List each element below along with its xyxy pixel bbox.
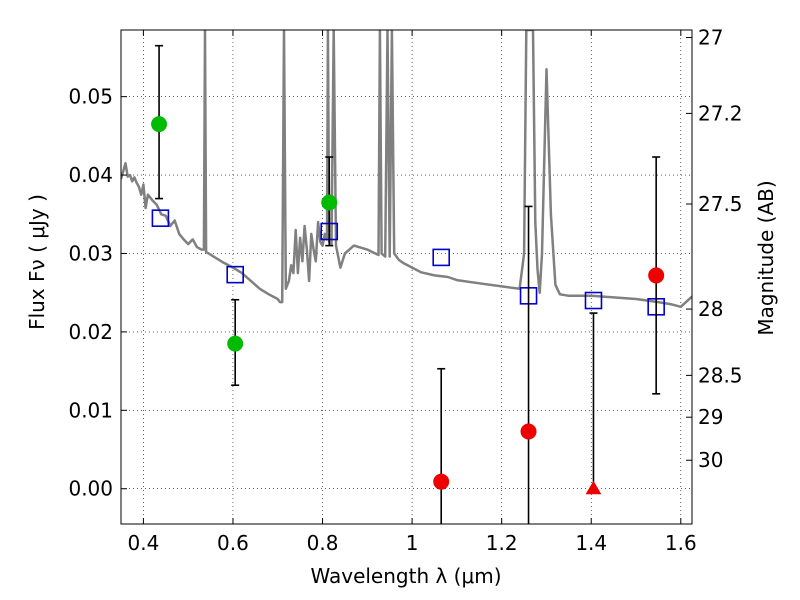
- mag-tick-label: 27: [698, 25, 723, 49]
- model-point: [151, 209, 170, 227]
- right-axis-label: Magnitude (AB): [754, 180, 778, 335]
- x-tick-label: 1.6: [665, 531, 697, 555]
- y-tick-label: 0.01: [68, 398, 113, 422]
- observed-point: [648, 267, 665, 284]
- y-tick-label: 0.05: [68, 85, 113, 109]
- observed-point: [520, 423, 537, 440]
- mag-tick-label: 27.5: [698, 192, 743, 216]
- x-axis-label: Wavelength λ (μm): [310, 564, 501, 588]
- observed-point: [585, 480, 602, 495]
- mag-tick-label: 29: [698, 405, 723, 429]
- observed-point: [433, 473, 450, 490]
- mag-tick-label: 28: [698, 297, 723, 321]
- x-tick-label: 1: [406, 531, 419, 555]
- y-tick-label: 0.02: [68, 320, 113, 344]
- y-tick-label: 0.03: [68, 241, 113, 265]
- model-point: [226, 265, 244, 284]
- mag-tick-label: 28.5: [698, 363, 743, 387]
- mag-tick-label: 30: [698, 448, 723, 472]
- x-tick-label: 1.2: [486, 531, 518, 555]
- x-tick-label: 0.6: [217, 531, 249, 555]
- y-axis-label: Flux Fν ( μJy ): [25, 194, 49, 330]
- x-tick-label: 0.4: [127, 531, 159, 555]
- observed-point: [321, 194, 338, 211]
- mag-tick-label: 27.2: [698, 101, 743, 125]
- observed-point: [227, 335, 244, 352]
- observed-point: [151, 116, 168, 133]
- plot-background: [121, 30, 692, 524]
- model-point: [584, 291, 603, 310]
- plot-frame: [120, 29, 693, 525]
- y-tick-label: 0.00: [68, 477, 113, 501]
- model-point: [432, 248, 451, 267]
- x-tick-label: 0.8: [307, 531, 339, 555]
- template-spectrum-line: [121, 30, 692, 309]
- axes: 0.4 0.6 0.8 1 1.2 1.4 1.6 0.00 0.01 0.02 0.03 0.04 0…: [68, 25, 742, 555]
- y-tick-label: 0.04: [68, 163, 113, 187]
- plot-area: [121, 30, 692, 524]
- x-tick-label: 1.4: [575, 531, 607, 555]
